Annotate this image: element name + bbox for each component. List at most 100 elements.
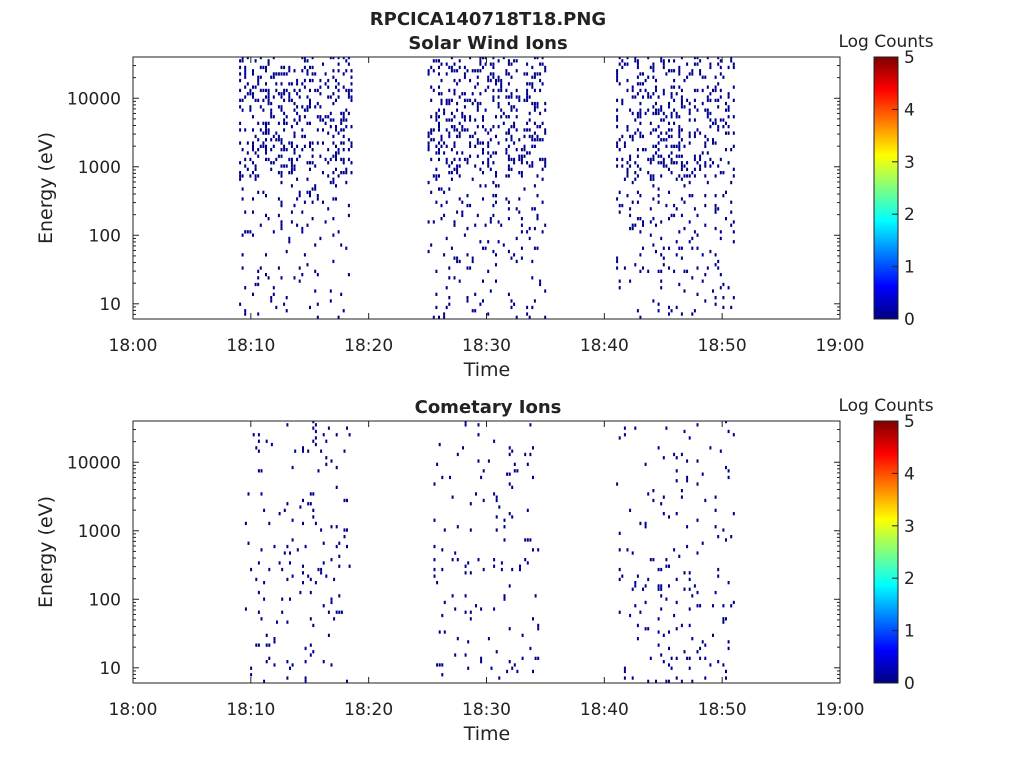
count-cell xyxy=(453,88,456,93)
count-cell xyxy=(696,161,699,165)
count-cell xyxy=(272,57,275,60)
count-cell xyxy=(474,292,477,296)
count-cell xyxy=(639,315,642,319)
count-cell xyxy=(257,433,260,437)
count-cell xyxy=(660,607,663,611)
count-cell xyxy=(719,449,722,453)
x-tick-label: 18:50 xyxy=(698,336,747,356)
count-cell xyxy=(456,164,459,168)
count-cell xyxy=(303,115,306,119)
count-cell xyxy=(458,164,461,168)
count-cell xyxy=(345,69,348,73)
count-cell xyxy=(634,161,637,165)
count-cell xyxy=(660,220,663,224)
count-cell xyxy=(314,423,317,427)
count-cell xyxy=(621,59,624,63)
count-cell xyxy=(668,266,670,270)
count-cell xyxy=(267,101,270,106)
count-cell xyxy=(642,82,644,86)
x-tick-label: 18:00 xyxy=(109,700,158,720)
count-cell xyxy=(701,88,704,93)
count-cell xyxy=(476,138,479,142)
count-cell xyxy=(675,177,678,181)
count-cell xyxy=(272,286,275,290)
count-cell xyxy=(450,125,453,129)
count-cell xyxy=(691,72,694,76)
count-cell xyxy=(701,101,704,106)
count-cell xyxy=(350,82,353,86)
count-cell xyxy=(298,194,301,198)
count-cell xyxy=(464,423,467,427)
count-cell xyxy=(335,465,338,470)
count-cell xyxy=(347,92,350,96)
count-cell xyxy=(474,69,477,73)
count-cell xyxy=(479,184,482,188)
count-cell xyxy=(314,88,317,93)
count-cell xyxy=(515,69,518,73)
count-cell xyxy=(686,161,689,165)
count-cell xyxy=(454,551,457,555)
count-cell xyxy=(662,59,665,63)
count-cell xyxy=(241,98,244,102)
count-cell xyxy=(510,95,513,99)
count-cell xyxy=(537,656,540,660)
count-cell xyxy=(288,82,291,86)
count-cell xyxy=(254,151,257,155)
count-cell xyxy=(618,286,621,290)
count-cell xyxy=(436,462,439,466)
count-cell xyxy=(435,200,438,204)
count-cell xyxy=(526,312,529,316)
count-cell xyxy=(660,57,663,60)
count-cell xyxy=(675,207,678,211)
count-cell xyxy=(686,167,689,171)
count-cell xyxy=(727,131,730,135)
count-cell xyxy=(265,213,267,218)
count-cell xyxy=(427,220,430,224)
count-cell xyxy=(636,164,639,168)
count-cell xyxy=(732,131,735,135)
count-cell xyxy=(529,423,532,427)
count-cell xyxy=(521,656,524,660)
count-cell xyxy=(510,62,513,66)
count-cell xyxy=(699,164,702,168)
count-cell xyxy=(335,485,338,489)
count-cell xyxy=(701,253,704,257)
count-cell xyxy=(680,312,683,316)
count-cell xyxy=(254,85,257,89)
count-cell xyxy=(505,115,508,119)
count-cell xyxy=(536,217,539,221)
count-cell xyxy=(668,101,670,106)
count-cell xyxy=(441,613,444,618)
count-cell xyxy=(466,296,469,300)
count-cell xyxy=(621,65,624,70)
count-cell xyxy=(342,118,345,122)
count-cell xyxy=(487,240,490,244)
count-cell xyxy=(683,200,686,204)
count-cell xyxy=(471,134,474,139)
count-cell xyxy=(482,279,484,283)
count-cell xyxy=(673,85,676,89)
count-cell xyxy=(461,92,464,96)
count-cell xyxy=(686,459,689,463)
count-cell xyxy=(482,246,484,250)
count-cell xyxy=(346,679,348,683)
count-cell xyxy=(277,266,280,270)
count-cell xyxy=(673,213,676,218)
count-cell xyxy=(471,69,474,73)
count-cell xyxy=(526,305,529,310)
count-cell xyxy=(536,194,539,198)
count-cell xyxy=(466,128,469,132)
count-cell xyxy=(500,85,503,89)
count-cell xyxy=(438,148,440,152)
count-cell xyxy=(435,151,438,155)
count-cell xyxy=(665,597,668,601)
count-cell xyxy=(301,210,304,214)
count-cell xyxy=(345,125,348,129)
count-cell xyxy=(262,108,265,112)
count-cell xyxy=(482,118,484,122)
count-cell xyxy=(257,148,260,152)
count-cell xyxy=(616,125,619,129)
count-cell xyxy=(484,57,487,60)
count-cell xyxy=(259,65,262,70)
